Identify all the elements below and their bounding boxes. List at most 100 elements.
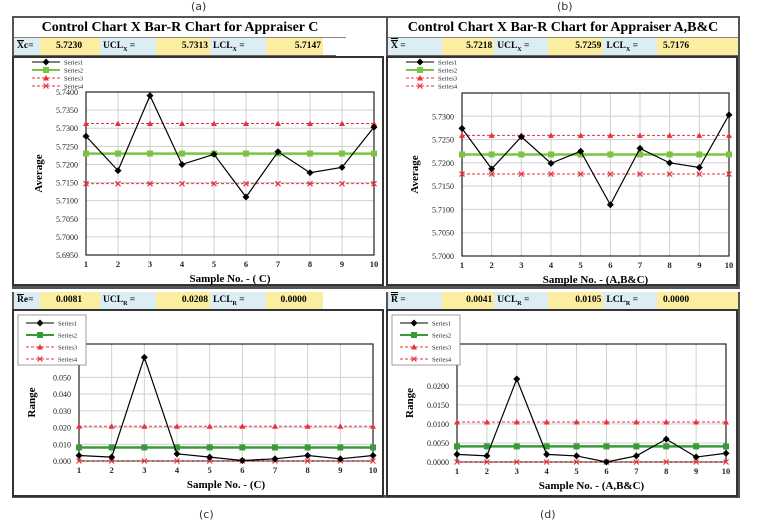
x-tick-label: 10 xyxy=(725,260,734,270)
data-point xyxy=(577,147,585,155)
data-point xyxy=(76,444,82,451)
legend-marker xyxy=(37,344,43,350)
data-point xyxy=(483,459,490,465)
data-point xyxy=(174,458,180,464)
x-tick-label: 3 xyxy=(142,465,146,475)
legend-label: Series3 xyxy=(432,345,451,352)
data-point xyxy=(518,151,525,158)
data-point xyxy=(513,375,521,383)
data-point xyxy=(75,451,83,459)
data-point xyxy=(666,132,673,138)
data-point xyxy=(459,132,465,138)
series-line xyxy=(456,377,727,463)
legend-label: Series4 xyxy=(64,84,84,91)
legend-marker xyxy=(411,356,417,362)
chart-svg: 0.0000 0.0050 0.0100 0.0150 0.0200 1 2 3 4 5 6 7 8 9 1… xyxy=(391,314,730,492)
data-point xyxy=(243,180,249,187)
y-axis-title: Range xyxy=(404,388,416,418)
x-tick-label: 7 xyxy=(638,260,643,270)
data-point xyxy=(543,419,550,425)
series-series1 xyxy=(458,111,733,209)
caption-d: (d) xyxy=(540,508,556,521)
y-tick-label: 5.7250 xyxy=(56,142,78,151)
legend-label: Series3 xyxy=(58,345,77,352)
legend-label: Series1 xyxy=(438,60,457,67)
data-point xyxy=(370,123,378,131)
legend-label: Series2 xyxy=(432,333,451,340)
y-tick-label: 0.0000 xyxy=(427,458,449,467)
x-axis-title: Sample No. - (A,B&C) xyxy=(539,480,645,492)
legend-label: Series4 xyxy=(432,357,452,364)
y-tick-label: 0.0200 xyxy=(427,382,449,391)
series-series2 xyxy=(76,444,376,451)
legend-label: Series4 xyxy=(58,357,78,364)
data-point xyxy=(371,150,377,157)
data-point xyxy=(243,150,249,157)
legend-marker xyxy=(417,83,423,89)
data-point xyxy=(693,443,700,450)
x-tick-label: 5 xyxy=(212,259,216,269)
x-tick-label: 1 xyxy=(460,260,464,270)
data-point xyxy=(547,159,555,167)
ucl-value: 5.7259 xyxy=(547,38,604,55)
x-tick-label: 9 xyxy=(694,466,698,476)
data-point xyxy=(174,423,180,429)
x-tick-label: 1 xyxy=(77,465,81,475)
y-tick-label: 5.7150 xyxy=(56,179,78,188)
lcl-label: LCLX = xyxy=(210,38,266,55)
y-tick-label: 0.030 xyxy=(53,407,71,416)
series-line xyxy=(461,114,730,207)
data-point xyxy=(114,167,122,175)
data-point xyxy=(488,171,495,177)
data-point xyxy=(141,458,148,464)
data-point xyxy=(543,450,551,458)
data-point xyxy=(488,165,496,173)
data-point xyxy=(517,133,525,141)
plot-border xyxy=(456,343,727,463)
chart-title-b: Control Chart X Bar-R Chart for Appraise… xyxy=(388,18,738,38)
data-point xyxy=(115,150,121,157)
mean-label: Re= xyxy=(14,292,40,309)
series-series2 xyxy=(454,443,729,450)
x-tick-label: 6 xyxy=(244,259,248,269)
x-tick-label: 6 xyxy=(604,466,608,476)
data-point xyxy=(637,171,643,177)
ucl-value: 0.0105 xyxy=(547,292,604,309)
data-point xyxy=(607,171,614,177)
series-series1 xyxy=(75,353,377,464)
data-point xyxy=(141,423,148,429)
y-axis-title: Range xyxy=(26,387,38,417)
x-tick-label: 3 xyxy=(519,260,523,270)
data-point xyxy=(633,443,640,450)
x-tick-label: 3 xyxy=(148,259,152,269)
data-point xyxy=(83,180,89,187)
data-point xyxy=(206,453,214,461)
data-point xyxy=(275,180,281,187)
data-point xyxy=(454,443,460,450)
mean-value: 0.0041 xyxy=(441,292,495,309)
y-tick-label: 5.7100 xyxy=(432,205,454,214)
data-point xyxy=(459,151,465,158)
chart-d: 0.0000 0.0050 0.0100 0.0150 0.0200 1 2 3 4 5 6 7 8 9 1… xyxy=(386,309,738,497)
data-point xyxy=(543,459,550,465)
data-point xyxy=(663,459,670,465)
legend-label: Series1 xyxy=(64,60,83,67)
data-point xyxy=(459,171,465,177)
plot-area xyxy=(86,92,374,255)
ucl-value: 0.0208 xyxy=(156,292,210,309)
legend-label: Series2 xyxy=(64,68,83,75)
data-point xyxy=(336,455,344,463)
data-point xyxy=(633,459,640,465)
data-point xyxy=(370,444,376,451)
x-axis-title: Sample No. - (C) xyxy=(187,479,266,491)
data-point xyxy=(453,450,461,458)
y-tick-label: 5.7050 xyxy=(432,229,454,238)
chart-c: 0.000 0.010 0.020 0.030 0.040 0.050 1 2 3 4 5 6 7 8 9 1… xyxy=(12,309,384,497)
data-point xyxy=(274,148,282,156)
chart-svg: 5.7000 5.7050 5.7100 5.7150 5.7200 5.7250 5.73… xyxy=(406,58,734,286)
ucl-label: UCLX = xyxy=(494,38,548,55)
x-tick-label: 9 xyxy=(338,465,342,475)
x-tick-label: 2 xyxy=(110,465,114,475)
legend-marker xyxy=(411,332,417,338)
data-point xyxy=(663,443,670,450)
